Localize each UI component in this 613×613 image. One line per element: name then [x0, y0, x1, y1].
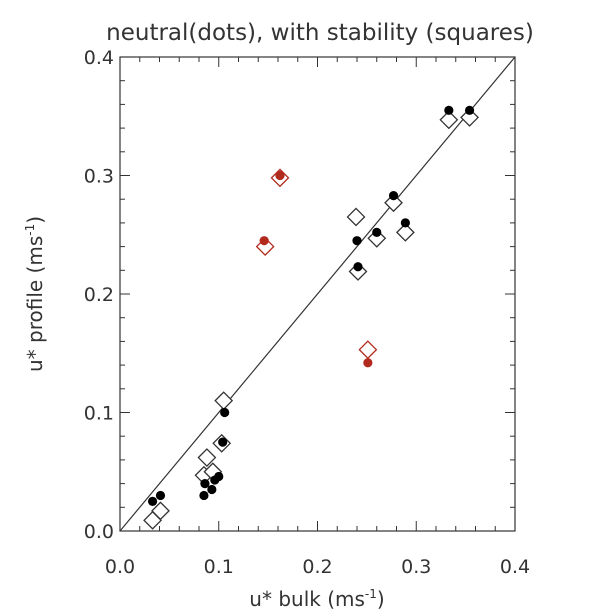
y-tick-label: 0.4 — [84, 47, 114, 69]
diamond-point — [439, 110, 459, 130]
dot-point — [363, 358, 373, 368]
y-axis-label: u* profile (ms-1) — [23, 216, 47, 372]
dot-point — [259, 236, 269, 246]
dot-point — [372, 227, 382, 237]
diamond-point — [151, 501, 170, 521]
y-tick-label: 0.2 — [84, 284, 114, 306]
dot-point — [400, 218, 410, 228]
diamond-point — [384, 193, 403, 213]
dot-point — [220, 407, 230, 418]
x-axis-label: u* bulk (ms-1) — [249, 587, 384, 611]
dot-point — [353, 262, 363, 272]
dot-point — [147, 496, 158, 506]
dot-point — [218, 437, 228, 447]
x-tick-label: 0.3 — [401, 556, 431, 578]
x-tick-label: 0.2 — [302, 556, 332, 578]
diamond-point — [395, 222, 415, 242]
dot-point — [352, 236, 362, 246]
dot-point — [199, 490, 209, 501]
dot-point — [444, 105, 454, 115]
dot-point — [214, 471, 224, 482]
y-tick-label: 0.0 — [84, 521, 114, 543]
diamond-point — [358, 340, 378, 360]
dot-point — [275, 170, 285, 181]
dot-point — [155, 490, 166, 501]
one-to-one-line — [119, 56, 516, 532]
diamond-point — [460, 108, 479, 127]
y-tick-label: 0.3 — [84, 166, 114, 188]
x-tick-label: 0.4 — [500, 556, 530, 578]
dot-point — [200, 479, 210, 489]
diamond-point — [214, 391, 234, 411]
dot-point — [207, 484, 217, 495]
y-tick-label: 0.1 — [84, 403, 114, 425]
dot-point — [388, 191, 399, 201]
x-tick-label: 0.1 — [204, 556, 234, 578]
diamond-point — [346, 207, 366, 227]
dot-point — [464, 105, 475, 115]
x-tick-label: 0.0 — [105, 556, 135, 578]
diamond-point — [197, 448, 217, 467]
chart-title: neutral(dots), with stability (squares) — [106, 20, 534, 46]
